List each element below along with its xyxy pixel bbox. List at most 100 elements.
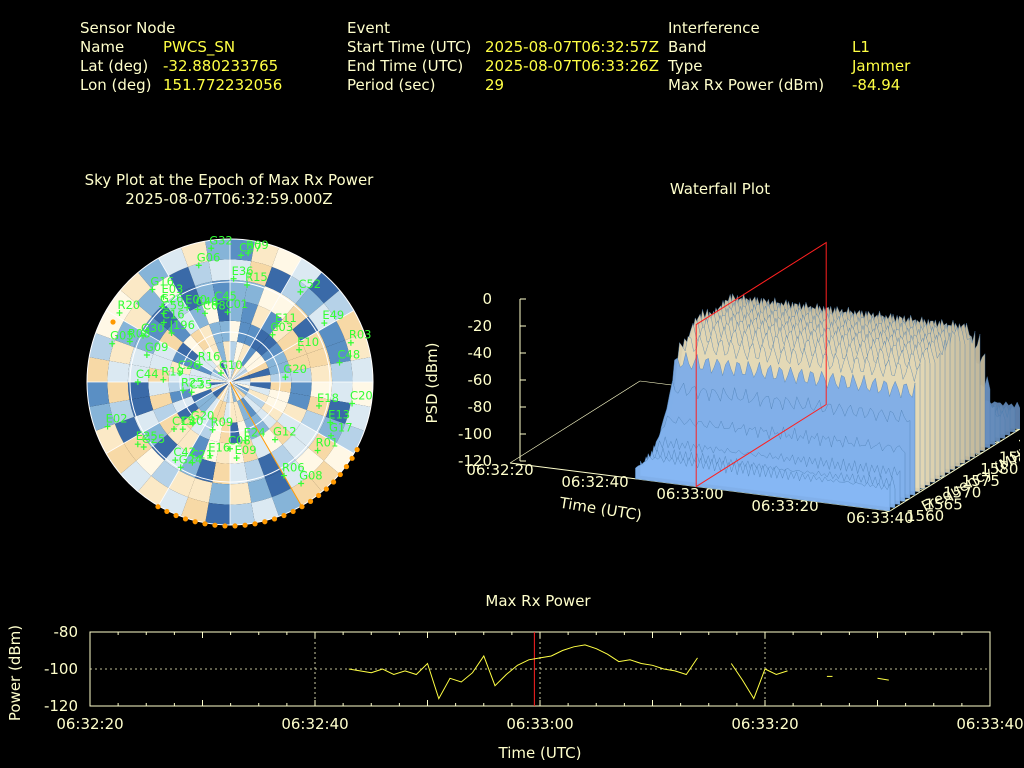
satellite-label: R09 (211, 415, 234, 429)
sky-cell (287, 354, 311, 372)
satellite-label: C40 (181, 414, 204, 428)
sky-cell (310, 364, 333, 382)
sky-cell (269, 319, 293, 343)
sky-cell (169, 389, 192, 403)
satellite-label: G16 (150, 274, 174, 288)
sky-cell (222, 402, 230, 423)
sky-cell (281, 275, 309, 304)
satellite-label: C45 (214, 289, 237, 303)
satellite-marker (208, 245, 215, 252)
sky-cell (189, 374, 210, 382)
sky-cell (269, 421, 293, 445)
satellite-label: C40 (196, 294, 219, 308)
sky-cell (295, 447, 324, 476)
sky-cell (141, 316, 168, 342)
satellite-marker (189, 459, 196, 466)
jammer-track-point (202, 521, 208, 527)
max-rx-power-line (730, 663, 788, 700)
sky-cell (167, 421, 191, 445)
epoch-marker-plane (695, 241, 827, 488)
jammer-track-point (164, 508, 170, 515)
sky-cell (189, 385, 211, 396)
sky-cell (189, 305, 210, 329)
jammer-track-point (242, 522, 248, 528)
sky-cell (181, 497, 209, 523)
sky-cell (291, 258, 322, 289)
max-rx-power-line (348, 644, 698, 700)
sky-cell (245, 355, 266, 372)
sky-cell (212, 382, 230, 396)
sky-cell (283, 341, 307, 362)
sky-cell (282, 303, 309, 330)
sky-cell (250, 435, 271, 459)
frequency-tick (882, 510, 891, 514)
sky-cell (199, 417, 217, 440)
sky-cell (149, 354, 173, 372)
satellite-label: G32 (209, 233, 233, 247)
satellite-marker (160, 310, 167, 317)
sky-cell (230, 378, 251, 382)
waterfall-title: Waterfall Plot (669, 180, 771, 198)
interference-power-label: Max Rx Power (dBm) (668, 76, 825, 94)
sky-cell (306, 347, 331, 368)
sky-cell (244, 281, 265, 306)
jammer-track-point (281, 512, 287, 519)
satellite-marker (194, 306, 201, 313)
z-tick-label: -40 (468, 344, 493, 362)
sky-cell (89, 333, 115, 361)
satellite-marker (271, 436, 278, 443)
satellite-label: C20 (350, 389, 373, 403)
satellite-label: C52 (298, 277, 321, 291)
z-tick-label: -20 (468, 317, 493, 335)
sensor-lon-label: Lon (deg) (80, 76, 152, 94)
sky-cell (308, 433, 337, 461)
frequency-tick-label: 1575 (962, 472, 1000, 490)
satellite-label: R16 (198, 350, 221, 364)
sky-cell (308, 272, 340, 304)
frequency-tick-label: 1565 (925, 495, 963, 513)
satellite-label: R08 (128, 327, 151, 341)
sky-cell (270, 382, 292, 393)
sky-cell (205, 239, 230, 262)
sky-cell (223, 382, 230, 403)
satellite-label: E02 (106, 412, 128, 426)
sky-cell (230, 361, 234, 382)
sky-cell (194, 355, 215, 372)
satellite-marker (177, 464, 184, 471)
jammer-track-point (349, 455, 355, 461)
satellite-marker (109, 340, 116, 347)
sky-cell (138, 258, 169, 289)
satellite-label: E10 (297, 335, 319, 349)
frequency-tick-label: 1580 (980, 460, 1018, 478)
sky-cell (292, 422, 319, 448)
jammer-track-point (182, 516, 189, 522)
time-axis-label: Time (UTC) (557, 494, 643, 525)
psd-surface-strip (635, 456, 891, 512)
sky-cell (190, 413, 210, 436)
satellite-label: R06 (282, 461, 305, 475)
sky-cell (323, 443, 354, 474)
satellite-label: E11 (275, 311, 297, 325)
sky-cell (240, 397, 257, 418)
sky-cell (230, 320, 241, 342)
sky-cell (323, 290, 354, 321)
sky-cell (236, 343, 251, 365)
sky-cell (250, 328, 270, 351)
time-tick-label: 06:33:00 (656, 485, 723, 503)
satellite-marker (269, 331, 276, 338)
satellite-label: E16 (208, 441, 230, 455)
satellite-label: G30 (141, 321, 165, 335)
satellite-label: R25 (181, 375, 204, 389)
y-axis-label: Power (dBm) (6, 625, 24, 721)
satellite-marker (176, 370, 183, 377)
sky-cell (205, 502, 230, 525)
sky-cell (230, 364, 244, 382)
satellite-marker (349, 400, 356, 407)
sky-cell (250, 382, 271, 390)
sensor-lat-label: Lat (deg) (80, 57, 149, 75)
sky-cell (106, 290, 137, 321)
time-tick-label: 06:32:40 (561, 473, 628, 491)
jammer-track-point (343, 464, 350, 470)
sky-cell (223, 361, 230, 382)
satellite-label: G12 (273, 425, 297, 439)
